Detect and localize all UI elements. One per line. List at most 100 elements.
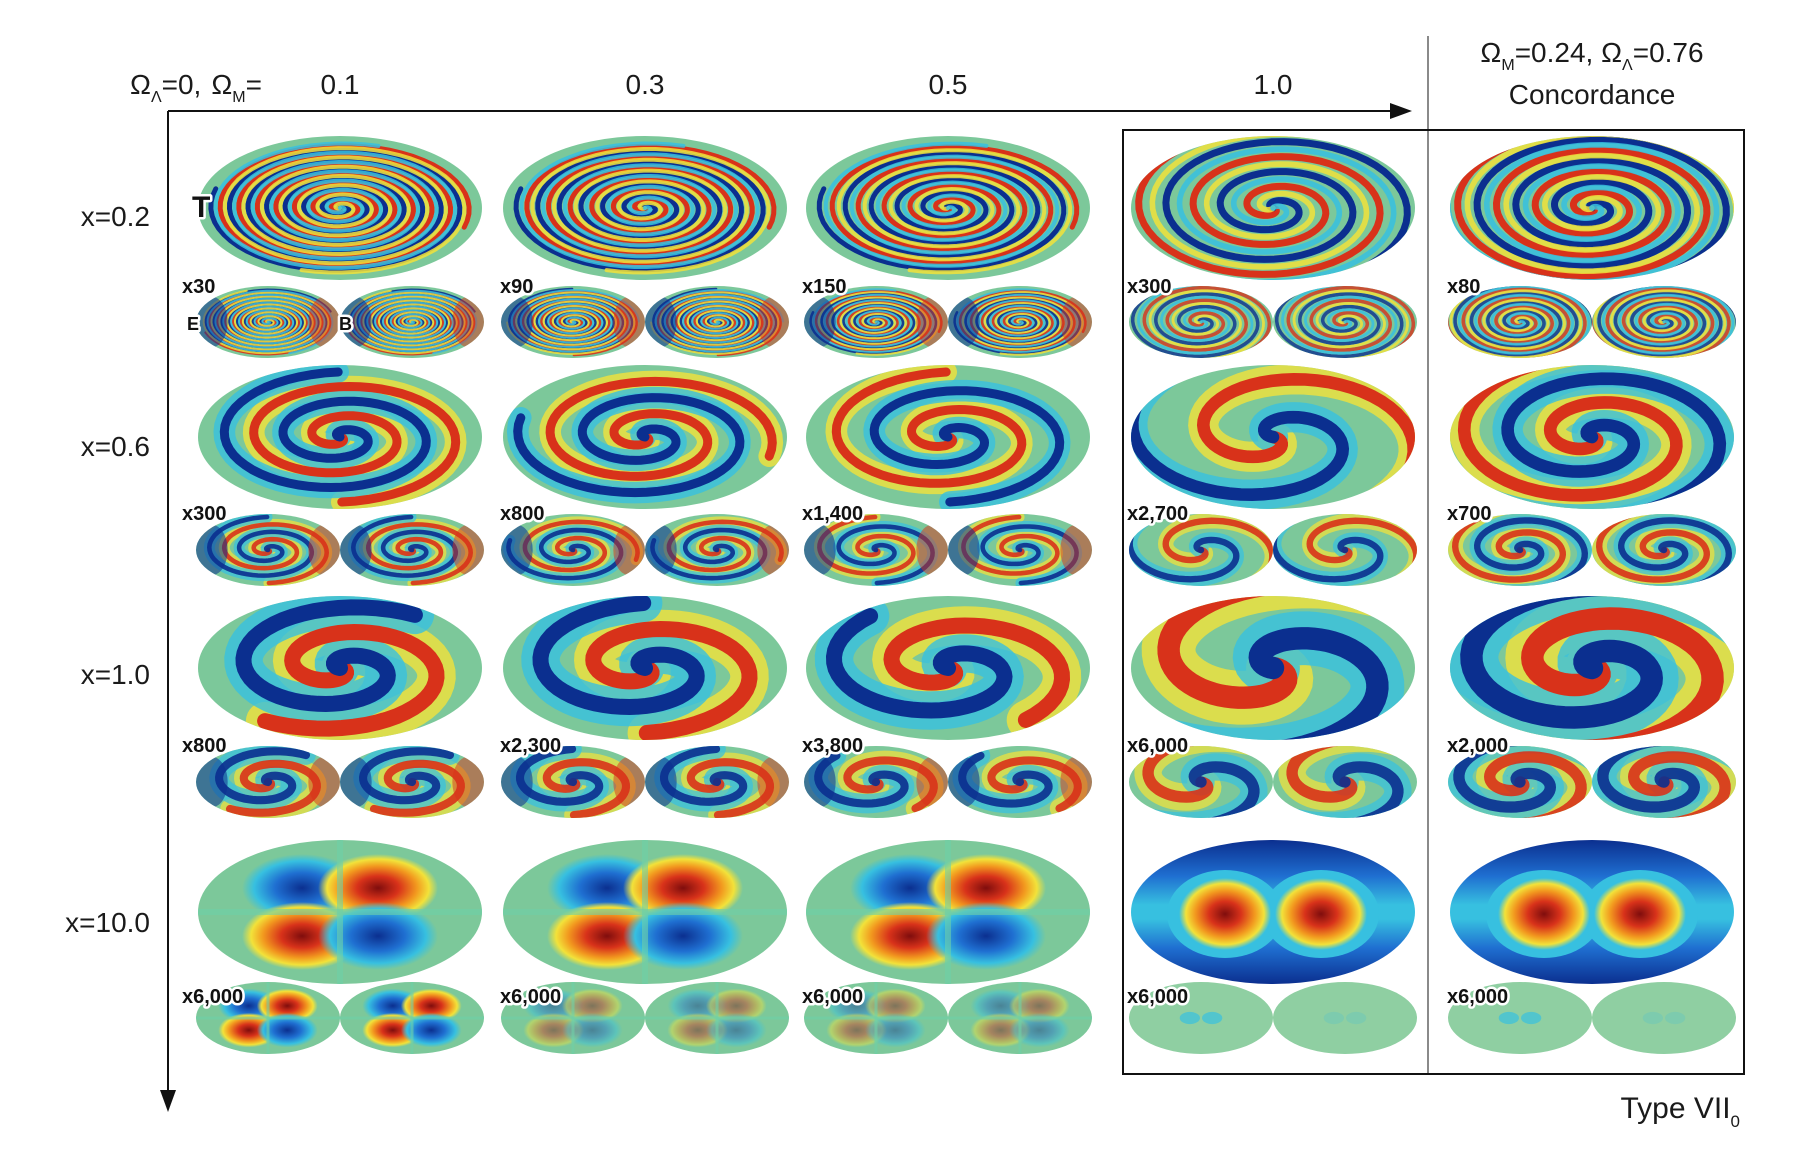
e-mode-map-x-10-0-concordance: [1448, 982, 1592, 1054]
temperature-map-x-10-0-om-0-1: [198, 840, 482, 984]
temperature-map-x-0-2-om-0-3: [503, 136, 787, 280]
map-grid: [196, 136, 1736, 1054]
e-mode-map-x-0-6-om-0-3: [501, 514, 645, 586]
e-mode-map-x-0-2-om-0-5: [804, 286, 948, 358]
temperature-map-x-0-6-concordance: [1450, 365, 1734, 509]
b-mode-map-x-0-6-concordance: [1592, 514, 1736, 586]
omega-prefix-label: ΩΛ=0, ΩM=: [130, 69, 262, 106]
e-mode-map-x-0-2-om-1-0: [1129, 286, 1273, 358]
omega-m-1-0: 1.0: [1254, 69, 1293, 100]
omega-m-0-1: 0.1: [321, 69, 360, 100]
temperature-map-x-1-0-om-1-0: [1131, 596, 1415, 740]
temperature-map-x-0-6-om-0-5: [806, 365, 1090, 509]
type-vii-label: Type VII0: [1620, 1092, 1740, 1131]
b-mode-map-x-10-0-om-0-1: [340, 982, 484, 1054]
row-label-x-1-0: x=1.0: [81, 659, 150, 690]
b-mode-map-x-1-0-concordance: [1592, 746, 1736, 818]
multiplier-x-0-2-om-1-0: x300: [1127, 276, 1172, 298]
multiplier-x-0-6-om-0-3: x800: [500, 503, 545, 525]
omega-m-axis-arrowhead: [1390, 103, 1412, 119]
e-mode-map-x-0-6-om-0-5: [804, 514, 948, 586]
multiplier-labels: x30 x90 x150 x300 x80 x300 x800 x1,400 x2,700 x70…: [180, 274, 1511, 1011]
b-mode-map-x-0-2-om-0-5: [948, 286, 1092, 358]
e-mode-map-x-1-0-om-1-0: [1129, 746, 1273, 818]
e-mode-map-x-1-0-concordance: [1448, 746, 1592, 818]
multiplier-x-1-0-om-0-1: x800: [182, 735, 227, 757]
e-mode-map-x-0-2-om-0-3: [501, 286, 645, 358]
e-mode-map-x-0-2-concordance: [1448, 286, 1592, 358]
b-mode-map-x-10-0-om-0-3: [645, 982, 789, 1054]
temperature-map-x-0-6-om-0-3: [503, 365, 787, 509]
temperature-map-x-10-0-om-0-5: [806, 840, 1090, 984]
multiplier-x-0-2-om-0-1: x30: [182, 276, 215, 298]
multiplier-x-10-0-concordance: x6,000: [1447, 986, 1508, 1008]
multiplier-x-0-6-om-0-1: x300: [182, 503, 227, 525]
temperature-map-x-0-6-om-0-1: [198, 365, 482, 509]
omega-m-0-5: 0.5: [929, 69, 968, 100]
multiplier-x-10-0-om-0-1: x6,000: [182, 986, 243, 1008]
temperature-map-label: T: [192, 191, 210, 224]
e-mode-map-x-10-0-om-0-1: [196, 982, 340, 1054]
temperature-map-x-10-0-concordance: [1450, 840, 1734, 984]
e-mode-map-x-10-0-om-1-0: [1129, 982, 1273, 1054]
e-mode-map-x-0-6-concordance: [1448, 514, 1592, 586]
concordance-title: Concordance: [1509, 79, 1676, 110]
temperature-map-x-1-0-om-0-3: [503, 596, 787, 740]
b-mode-map-x-1-0-om-0-3: [645, 746, 789, 818]
e-mode-map-x-10-0-om-0-3: [501, 982, 645, 1054]
concordance-parameters: ΩM=0.24, ΩΛ=0.76: [1480, 37, 1703, 74]
omega-m-0-3: 0.3: [626, 69, 665, 100]
multiplier-x-0-6-concordance: x700: [1447, 503, 1492, 525]
row-label-x-10-0: x=10.0: [65, 907, 150, 938]
type-vii-box: [1122, 129, 1745, 1075]
multiplier-x-10-0-om-1-0: x6,000: [1127, 986, 1188, 1008]
multiplier-x-1-0-om-0-5: x3,800: [802, 735, 863, 757]
temperature-map-x-1-0-concordance: [1450, 596, 1734, 740]
e-mode-map-label: E: [187, 314, 199, 334]
b-mode-map-x-10-0-concordance: [1592, 982, 1736, 1054]
b-mode-map-x-0-6-om-1-0: [1273, 514, 1417, 586]
e-mode-map-x-0-6-om-0-1: [196, 514, 340, 586]
e-mode-map-x-1-0-om-0-3: [501, 746, 645, 818]
temperature-map-x-0-2-om-0-5: [806, 136, 1090, 280]
b-mode-map-x-1-0-om-0-5: [948, 746, 1092, 818]
row-label-x-0-6: x=0.6: [81, 431, 150, 462]
b-mode-map-label: B: [339, 314, 352, 334]
e-mode-map-x-10-0-om-0-5: [804, 982, 948, 1054]
multiplier-x-0-2-om-0-5: x150: [802, 276, 847, 298]
b-mode-map-x-0-6-om-0-5: [948, 514, 1092, 586]
b-mode-map-x-1-0-om-1-0: [1273, 746, 1417, 818]
x-axis-arrowhead: [160, 1090, 176, 1112]
multiplier-x-1-0-om-0-3: x2,300: [500, 735, 561, 757]
multiplier-x-10-0-om-0-5: x6,000: [802, 986, 863, 1008]
multiplier-x-0-2-om-0-3: x90: [500, 276, 533, 298]
temperature-map-x-1-0-om-0-1: [198, 596, 482, 740]
b-mode-map-x-0-6-om-0-1: [340, 514, 484, 586]
row-labels: x=0.2 x=0.6 x=1.0 x=10.0: [65, 201, 150, 938]
b-mode-map-x-0-2-om-1-0: [1273, 286, 1417, 358]
temperature-map-x-0-2-om-1-0: [1131, 136, 1415, 280]
b-mode-map-x-0-2-om-0-3: [645, 286, 789, 358]
b-mode-map-x-1-0-om-0-1: [340, 746, 484, 818]
b-mode-map-x-0-2-concordance: [1592, 286, 1736, 358]
multiplier-x-0-6-om-1-0: x2,700: [1127, 503, 1188, 525]
temperature-map-x-0-2-concordance: [1450, 136, 1734, 280]
b-mode-map-x-0-2-om-0-1: [340, 286, 484, 358]
e-mode-map-x-0-2-om-0-1: [196, 286, 340, 358]
multiplier-x-1-0-concordance: x2,000: [1447, 735, 1508, 757]
temperature-map-x-0-2-om-0-1: [198, 136, 482, 280]
temperature-map-x-10-0-om-1-0: [1131, 840, 1415, 984]
multiplier-x-1-0-om-1-0: x6,000: [1127, 735, 1188, 757]
multiplier-x-0-6-om-0-5: x1,400: [802, 503, 863, 525]
temperature-map-x-10-0-om-0-3: [503, 840, 787, 984]
b-mode-map-x-10-0-om-0-5: [948, 982, 1092, 1054]
row-label-x-0-2: x=0.2: [81, 201, 150, 232]
b-mode-map-x-10-0-om-1-0: [1273, 982, 1417, 1054]
header: ΩΛ=0, ΩM= 0.1 0.3 0.5 1.0 ΩM=0.24, ΩΛ=0.7…: [130, 37, 1704, 110]
multiplier-x-0-2-concordance: x80: [1447, 276, 1480, 298]
temperature-map-x-1-0-om-0-5: [806, 596, 1090, 740]
axes: [160, 103, 1412, 1112]
b-mode-map-x-0-6-om-0-3: [645, 514, 789, 586]
e-mode-map-x-1-0-om-0-1: [196, 746, 340, 818]
